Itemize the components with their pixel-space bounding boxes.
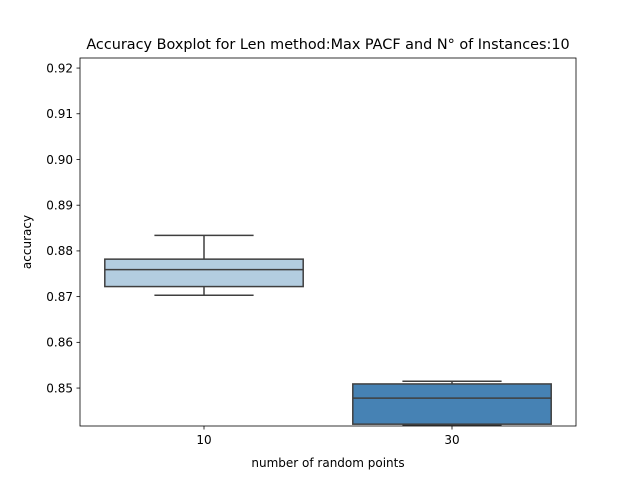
y-axis-label: accuracy xyxy=(20,215,34,269)
plot-frame xyxy=(79,57,577,427)
plot-area xyxy=(104,234,552,426)
y-tick-label: 0.86 xyxy=(46,336,73,350)
y-tick-label: 0.90 xyxy=(46,153,73,167)
y-tick-label: 0.89 xyxy=(46,199,73,213)
x-tick-label: 10 xyxy=(196,433,211,447)
y-tick-label: 0.92 xyxy=(46,61,73,75)
iqr-box xyxy=(352,383,552,425)
box-10 xyxy=(104,234,304,297)
chart-title: Accuracy Boxplot for Len method:Max PACF… xyxy=(86,37,569,53)
box-30 xyxy=(352,380,552,426)
x-axis: 10 30 xyxy=(196,426,460,447)
y-axis: 0.85 0.86 0.87 0.88 0.89 0.90 0.91 0.92 xyxy=(46,61,80,395)
iqr-box xyxy=(104,258,304,288)
y-tick-label: 0.88 xyxy=(46,244,73,258)
y-tick-label: 0.85 xyxy=(46,381,73,395)
y-tick-label: 0.87 xyxy=(46,290,73,304)
x-tick-label: 30 xyxy=(444,433,459,447)
x-axis-label: number of random points xyxy=(251,456,404,470)
y-tick-label: 0.91 xyxy=(46,107,73,121)
